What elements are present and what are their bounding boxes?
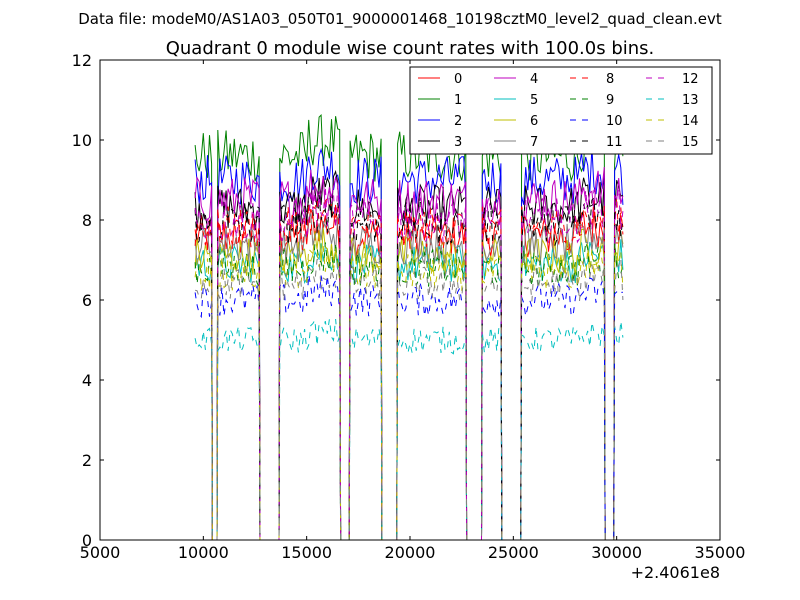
legend-label-7: 7 — [530, 135, 538, 150]
legend-label-0: 0 — [454, 72, 462, 87]
legend-label-12: 12 — [682, 72, 699, 87]
x-tick-label: 30000 — [591, 543, 642, 562]
y-tick-label: 4 — [82, 371, 92, 390]
legend-label-3: 3 — [454, 135, 462, 150]
x-tick-label: 25000 — [488, 543, 539, 562]
series-line-4 — [194, 166, 624, 541]
legend-label-11: 11 — [606, 135, 623, 150]
plot-frame — [99, 59, 721, 541]
legend-label-1: 1 — [454, 93, 462, 108]
y-tick-label: 10 — [72, 131, 92, 150]
legend-label-2: 2 — [454, 114, 462, 129]
legend-label-13: 13 — [682, 93, 699, 108]
series-line-2 — [194, 146, 624, 541]
tick-labels: 5000 10000 15000 20000 25000 30000 35000 0 2 4 6 8 1… — [72, 51, 746, 562]
x-tick-label: 35000 — [695, 543, 746, 562]
legend-label-10: 10 — [606, 114, 623, 129]
series-line-8 — [194, 197, 624, 541]
legend-label-5: 5 — [530, 93, 538, 108]
x-tick-label: 20000 — [385, 543, 436, 562]
series-line-14 — [194, 243, 624, 541]
series-line-15 — [194, 258, 624, 541]
legend-label-14: 14 — [682, 114, 699, 129]
x-tick-label: 10000 — [178, 543, 229, 562]
series-line-6 — [194, 227, 624, 541]
plot-lines — [194, 113, 624, 541]
legend-label-9: 9 — [606, 93, 614, 108]
x-offset-label: +2.4061e8 — [631, 563, 720, 582]
x-tick-label: 15000 — [281, 543, 332, 562]
y-tick-label: 2 — [82, 451, 92, 470]
y-tick-label: 12 — [72, 51, 92, 70]
x-tick-label: 5000 — [80, 543, 121, 562]
series-line-7 — [194, 213, 624, 541]
legend-label-4: 4 — [530, 72, 538, 87]
chart-title: Quadrant 0 module wise count rates with … — [166, 38, 655, 59]
legend-label-15: 15 — [682, 135, 699, 150]
series-line-10 — [194, 274, 623, 541]
legend-label-8: 8 — [606, 72, 614, 87]
series-line-13 — [194, 318, 624, 541]
figure-suptitle: Data file: modeM0/AS1A03_050T01_90000014… — [78, 10, 722, 29]
series-line-12 — [194, 185, 624, 541]
y-tick-label: 8 — [82, 211, 92, 230]
y-tick-label: 0 — [82, 531, 92, 550]
legend-box — [409, 66, 713, 155]
legend-label-6: 6 — [530, 114, 538, 129]
y-tick-label: 6 — [82, 291, 92, 310]
